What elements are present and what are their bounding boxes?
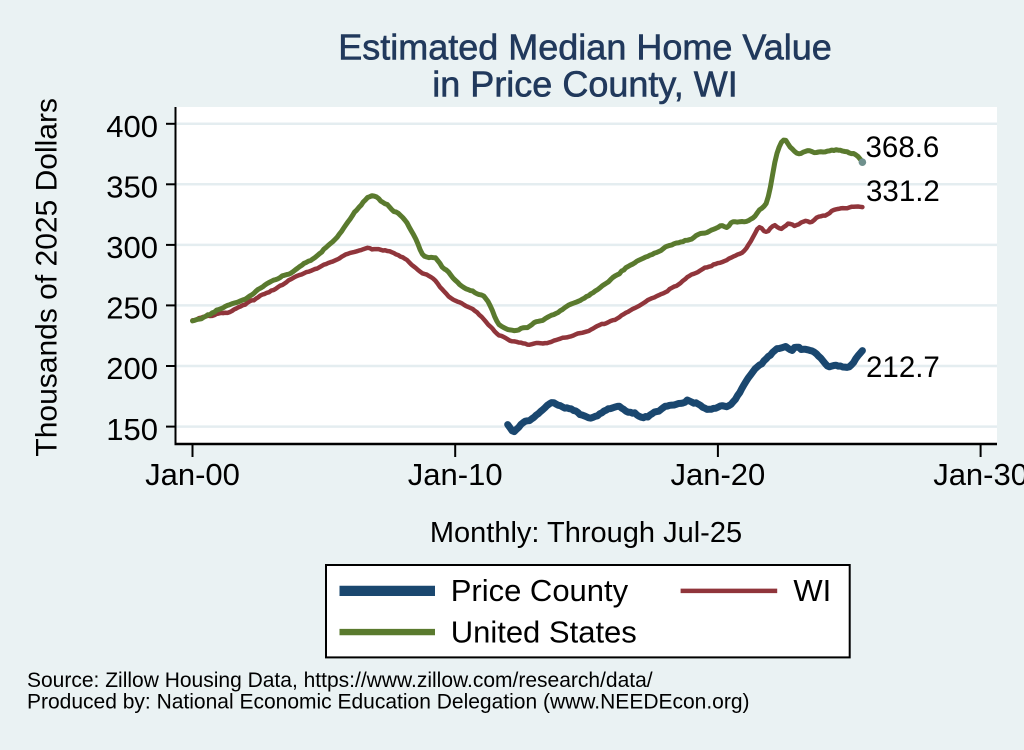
svg-text:Jan-10: Jan-10 — [408, 457, 503, 492]
svg-text:212.7: 212.7 — [866, 351, 940, 384]
svg-text:WI: WI — [793, 573, 831, 608]
svg-text:300: 300 — [106, 230, 158, 265]
svg-text:400: 400 — [106, 109, 158, 144]
svg-text:Produced by: National Economic: Produced by: National Economic Education… — [27, 691, 750, 714]
svg-text:350: 350 — [106, 170, 158, 205]
svg-text:368.6: 368.6 — [866, 131, 940, 164]
svg-text:Monthly: Through Jul-25: Monthly: Through Jul-25 — [430, 517, 742, 549]
svg-text:200: 200 — [106, 351, 158, 386]
svg-text:150: 150 — [106, 412, 158, 447]
svg-text:Jan-00: Jan-00 — [145, 457, 240, 492]
svg-text:United States: United States — [451, 614, 637, 649]
svg-text:Price County: Price County — [451, 573, 629, 608]
svg-text:Estimated Median Home Value: Estimated Median Home Value — [338, 27, 832, 68]
svg-text:250: 250 — [106, 291, 158, 326]
svg-text:Jan-30: Jan-30 — [933, 457, 1024, 492]
svg-text:Source: Zillow Housing Data, h: Source: Zillow Housing Data, https://www… — [27, 669, 653, 692]
svg-text:Jan-20: Jan-20 — [671, 457, 766, 492]
svg-text:in Price County, WI: in Price County, WI — [432, 64, 737, 105]
svg-text:Thousands of 2025 Dollars: Thousands of 2025 Dollars — [31, 98, 64, 457]
svg-text:331.2: 331.2 — [866, 175, 940, 208]
